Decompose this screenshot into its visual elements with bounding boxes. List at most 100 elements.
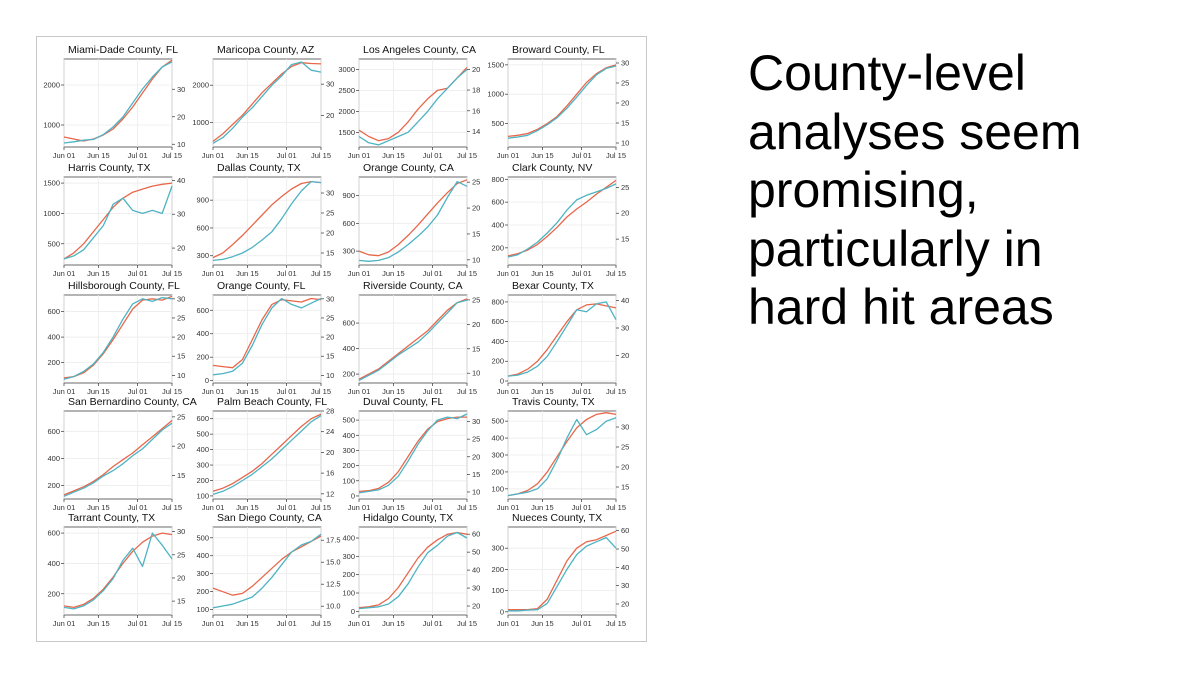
left-tick-label: 0 (351, 491, 355, 500)
right-tick-label: 15 (621, 235, 629, 244)
right-tick-label: 25 (326, 209, 334, 218)
panel-frame (63, 58, 173, 148)
right-tick-label: 20 (472, 452, 480, 461)
county-panel: Travis County, TX Jun 01 Jun 15 Jul 01 Jul 1… (491, 396, 629, 512)
right-tick-label: 30 (326, 80, 334, 89)
left-tick-label: 200 (47, 358, 60, 367)
panel-frame (212, 58, 322, 148)
left-tick-label: 3000 (338, 65, 355, 74)
left-tick-label: 500 (491, 417, 504, 426)
series-line-teal (508, 536, 617, 612)
panel-frame (63, 410, 173, 500)
left-tick-label: 900 (342, 191, 355, 200)
x-tick-label: Jul 15 (311, 269, 331, 278)
left-tick-label: 2000 (192, 81, 209, 90)
series-line-teal (63, 61, 173, 144)
series-line-teal (507, 65, 617, 139)
right-tick-label: 10 (326, 371, 334, 380)
county-panel: Miami-Dade County, FL Jun 01 Jun 15 Jul 01 J… (43, 44, 185, 160)
left-tick-label: 900 (196, 196, 209, 205)
right-tick-label: 15 (472, 344, 480, 353)
x-tick-label: Jul 01 (423, 151, 443, 160)
county-panel: Harris County, TX Jun 01 Jun 15 Jul 01 Jul 1… (43, 162, 185, 278)
slide-text-line-3: promising, (748, 162, 979, 218)
series-line-teal (63, 185, 173, 260)
left-tick-label: 300 (196, 251, 209, 260)
x-tick-label: Jul 01 (423, 503, 443, 512)
panel-title: Orange County, CA (363, 162, 454, 174)
x-tick-label: Jul 01 (277, 387, 297, 396)
right-tick-label: 24 (326, 427, 334, 436)
x-tick-label: Jun 01 (497, 387, 520, 396)
county-panel: Dallas County, TX Jun 01 Jun 15 Jul 01 Jul 1… (196, 162, 334, 278)
left-tick-label: 600 (196, 223, 209, 232)
slide-text: County-level analyses seem promising, pa… (748, 44, 1188, 337)
series-line-orange (358, 416, 467, 493)
left-tick-label: 200 (342, 370, 355, 379)
panel-title: Riverside County, CA (363, 280, 463, 292)
left-tick-label: 600 (491, 317, 504, 326)
left-tick-label: 400 (47, 333, 60, 342)
x-tick-label: Jun 15 (236, 151, 259, 160)
x-tick-label: Jul 01 (572, 151, 592, 160)
x-tick-label: Jun 01 (53, 269, 76, 278)
series-line-orange (63, 182, 173, 260)
left-tick-label: 600 (47, 307, 60, 316)
right-tick-label: 15 (177, 352, 185, 361)
right-tick-label: 30 (326, 189, 334, 198)
x-tick-label: Jul 15 (162, 503, 182, 512)
right-tick-label: 14 (472, 127, 480, 136)
left-tick-label: 300 (491, 544, 504, 553)
left-tick-label: 600 (196, 306, 209, 315)
county-panel: Hidalgo County, TX Jun 01 Jun 15 Jul 01 Jul … (342, 512, 480, 628)
x-tick-label: Jul 01 (277, 151, 297, 160)
right-tick-label: 30 (472, 584, 480, 593)
left-tick-label: 600 (196, 414, 209, 423)
left-tick-label: 300 (342, 247, 355, 256)
right-tick-label: 25 (472, 178, 480, 187)
right-tick-label: 20 (326, 448, 334, 457)
right-tick-label: 30 (621, 423, 629, 432)
x-tick-label: Jun 15 (382, 387, 405, 396)
x-tick-label: Jun 01 (348, 619, 371, 628)
right-tick-label: 40 (621, 296, 629, 305)
x-tick-label: Jul 15 (162, 387, 182, 396)
right-tick-label: 15 (177, 597, 185, 606)
x-tick-label: Jun 15 (382, 619, 405, 628)
left-tick-label: 800 (491, 297, 504, 306)
x-tick-label: Jul 01 (128, 387, 148, 396)
x-tick-label: Jun 01 (497, 619, 520, 628)
left-tick-label: 100 (491, 586, 504, 595)
left-tick-label: 300 (342, 446, 355, 455)
x-tick-label: Jun 01 (53, 619, 76, 628)
right-tick-label: 30 (177, 210, 185, 219)
county-panel: Duval County, FL Jun 01 Jun 15 Jul 01 Jul 15… (342, 396, 480, 512)
right-tick-label: 25 (621, 183, 629, 192)
left-tick-label: 1500 (43, 179, 60, 188)
left-tick-label: 400 (47, 454, 60, 463)
x-tick-label: Jul 01 (277, 269, 297, 278)
x-tick-label: Jun 15 (382, 503, 405, 512)
x-tick-label: Jun 15 (87, 151, 110, 160)
panel-title: Tarrant County, TX (68, 512, 155, 524)
left-tick-label: 400 (491, 221, 504, 230)
series-line-orange (507, 303, 617, 377)
x-tick-label: Jul 15 (606, 387, 626, 396)
x-tick-label: Jul 15 (457, 151, 477, 160)
series-line-teal (358, 413, 468, 494)
right-tick-label: 20 (177, 442, 185, 451)
slide-text-line-1: County-level (748, 45, 1026, 101)
right-tick-label: 60 (621, 526, 629, 535)
right-tick-label: 20 (177, 112, 185, 121)
x-tick-label: Jul 15 (606, 503, 626, 512)
panel-frame (63, 294, 173, 384)
panel-title: Miami-Dade County, FL (68, 44, 178, 56)
county-panel: Palm Beach County, FL Jun 01 Jun 15 Jul 01 J… (196, 396, 334, 512)
left-tick-label: 500 (491, 119, 504, 128)
x-tick-label: Jul 15 (606, 151, 626, 160)
right-tick-label: 30 (621, 581, 629, 590)
x-tick-label: Jul 15 (457, 269, 477, 278)
right-tick-label: 30 (177, 85, 185, 94)
left-tick-label: 500 (342, 416, 355, 425)
left-tick-label: 2000 (43, 81, 60, 90)
